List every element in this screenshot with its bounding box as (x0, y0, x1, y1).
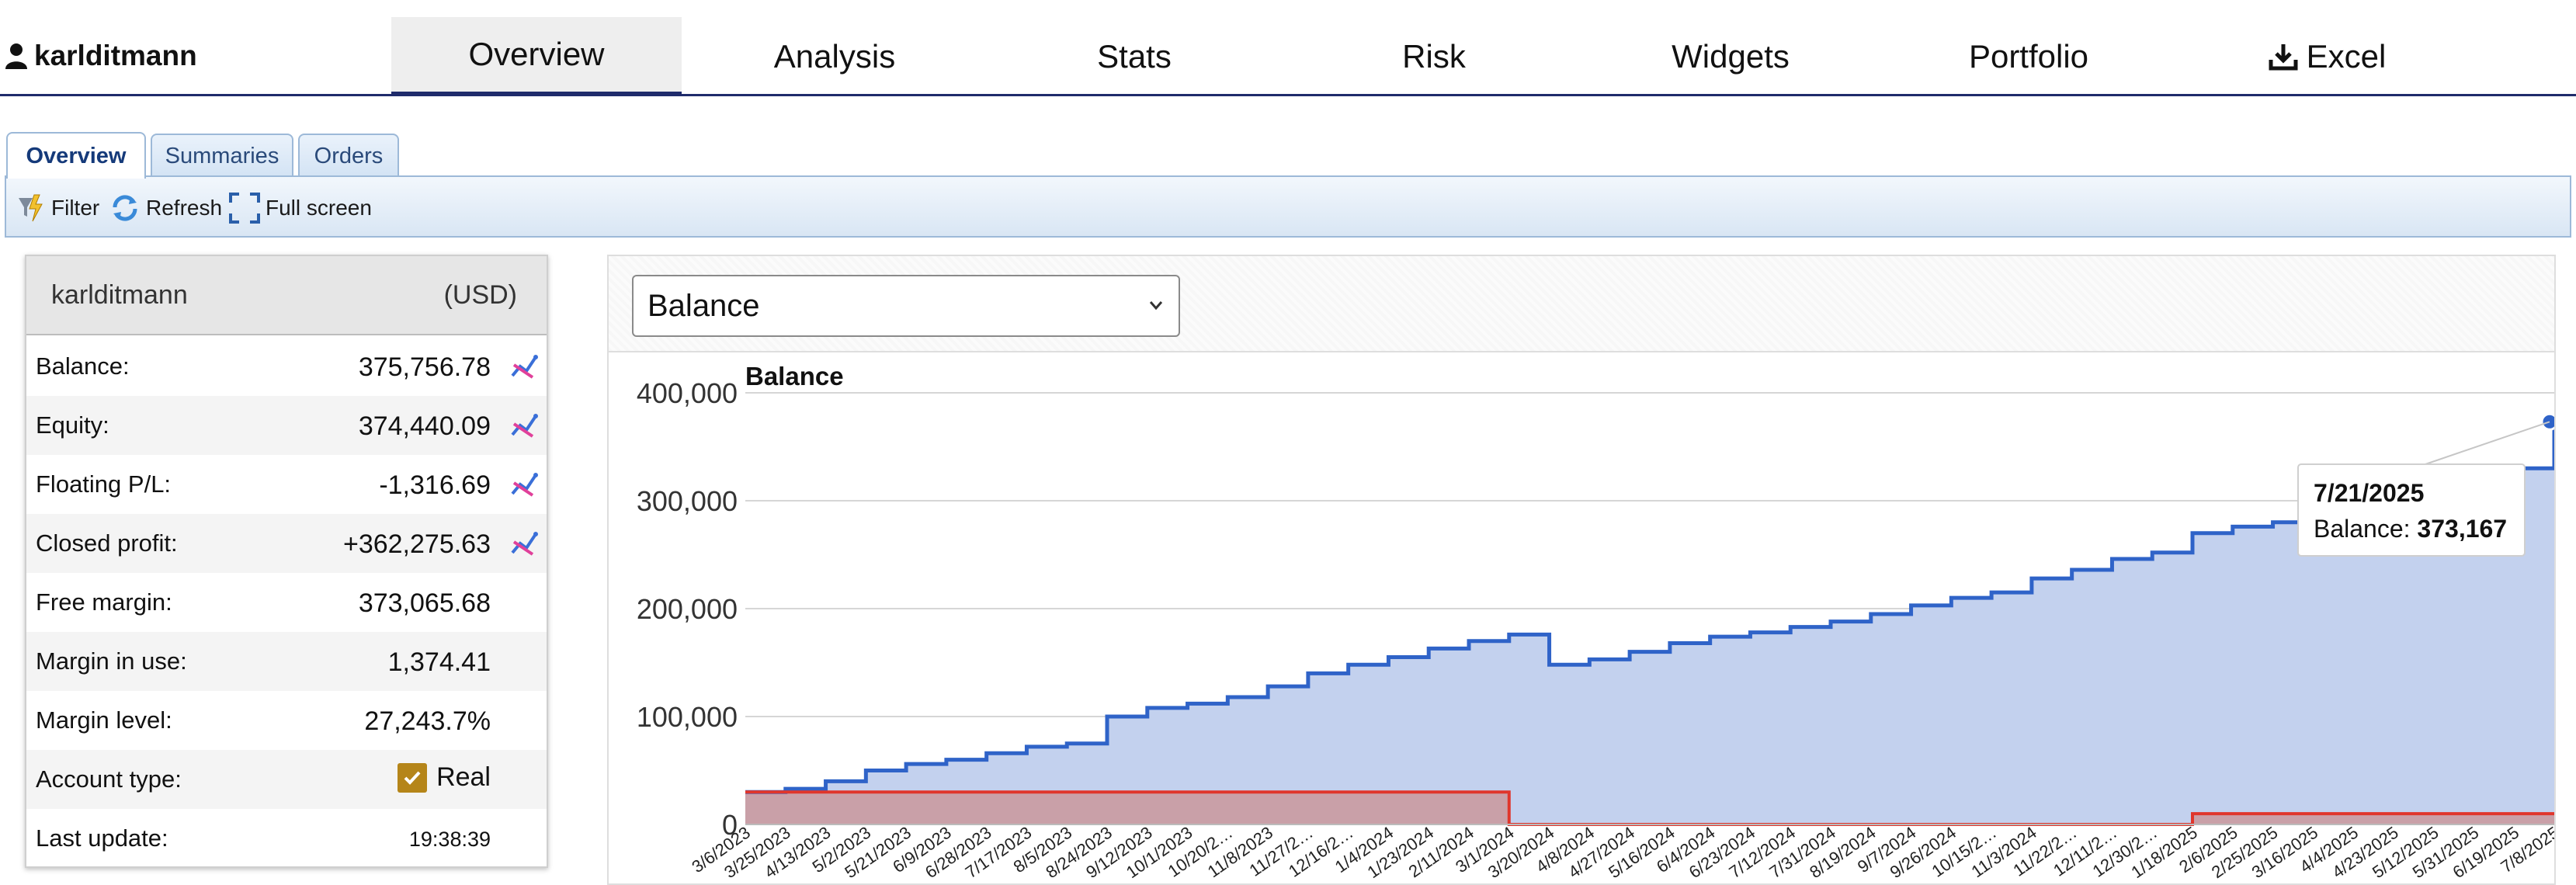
account-row-label: Last update: (36, 824, 168, 852)
tab-label: Overview (468, 36, 605, 72)
toolbar (5, 175, 2571, 238)
chart-panel: Balance 400,000 300,000 200,000 100,000 0 Bal… (607, 255, 2556, 885)
refresh-label: Refresh (146, 196, 223, 220)
checkmark-icon (398, 762, 428, 793)
chart-title: Balance (745, 362, 844, 390)
chart-trend-icon[interactable] (509, 410, 539, 439)
user-icon (5, 43, 27, 69)
account-row-label: Free margin: (36, 588, 172, 616)
account-row: Last update: 19:38:39 (26, 809, 547, 868)
account-row-value: Real (436, 762, 491, 792)
account-row: Free margin: 373,065.68 (26, 573, 547, 632)
tooltip-box (2297, 463, 2526, 557)
account-header: karlditmann (USD) (26, 256, 547, 335)
fullscreen-button[interactable]: Full screen (228, 191, 372, 225)
account-row-label: Account type: (36, 765, 182, 793)
y-tick-label: 100,000 (637, 701, 738, 733)
account-row: Margin in use: 1,374.41 (26, 632, 547, 691)
account-row-value: 1,374.41 (387, 647, 491, 677)
download-icon (2269, 44, 2298, 71)
chart-trend-icon[interactable] (509, 351, 539, 380)
tab-label: Widgets (1672, 38, 1790, 75)
account-row: Account type: Real (26, 750, 547, 809)
account-currency: (USD) (443, 279, 517, 310)
subtab-label: Overview (26, 143, 127, 168)
chart-trend-icon[interactable] (509, 469, 539, 498)
tooltip-date: 7/21/2025 (2314, 479, 2424, 507)
y-tick-label: 400,000 (637, 377, 738, 409)
subtab-label: Summaries (165, 143, 279, 168)
account-row-label: Balance: (36, 352, 130, 380)
balance-chart: 400,000300,000200,000100,0000Balance3/6/… (637, 362, 2554, 882)
account-row-value: 19:38:39 (408, 828, 491, 851)
refresh-icon (113, 195, 137, 221)
account-row-label: Closed profit: (36, 529, 178, 557)
filter-label: Filter (51, 196, 100, 220)
tab-label: Analysis (773, 38, 896, 75)
account-row: Margin level: 27,243.7% (26, 691, 547, 750)
filter-button[interactable]: Filter (14, 191, 99, 225)
tab-stats[interactable]: Stats (1012, 17, 1256, 96)
subtab-label: Orders (314, 143, 384, 168)
subtab-overview[interactable]: Overview (6, 132, 146, 179)
chart-trend-icon[interactable] (509, 528, 539, 557)
subtab-orders[interactable]: Orders (298, 134, 399, 177)
account-row: Balance: 375,756.78 (26, 337, 547, 396)
tab-label: Risk (1402, 38, 1466, 75)
account-row: Equity: 374,440.09 (26, 396, 547, 455)
top-nav: karlditmann Overview Analysis Stats Risk… (0, 0, 2576, 96)
tooltip-pointer (2425, 421, 2550, 465)
chart-controls: Balance (609, 256, 2554, 352)
account-name: karlditmann (51, 279, 188, 310)
tab-widgets[interactable]: Widgets (1609, 17, 1852, 96)
y-tick-label: 300,000 (637, 485, 738, 517)
tab-excel[interactable]: Excel (2205, 17, 2449, 96)
account-row-label: Margin level: (36, 706, 172, 734)
y-tick-label: 200,000 (637, 593, 738, 625)
tab-analysis[interactable]: Analysis (713, 17, 956, 96)
tab-label: Stats (1097, 38, 1172, 75)
tab-risk[interactable]: Risk (1312, 17, 1556, 96)
metric-select-value: Balance (647, 288, 760, 323)
username: karlditmann (34, 40, 197, 71)
fullscreen-icon (229, 193, 260, 224)
account-row-label: Margin in use: (36, 647, 187, 675)
tab-portfolio[interactable]: Portfolio (1907, 17, 2151, 96)
refresh-button[interactable]: Refresh (109, 191, 222, 225)
account-row: Floating P/L: -1,316.69 (26, 455, 547, 514)
tab-label: Excel (2306, 38, 2387, 75)
account-row-value: 373,065.68 (358, 588, 491, 618)
tab-label: Portfolio (1968, 38, 2089, 75)
account-type-checkbox[interactable]: Real (398, 762, 491, 793)
account-row: Closed profit: +362,275.63 (26, 514, 547, 573)
account-row-label: Floating P/L: (36, 470, 172, 498)
user-label: karlditmann (5, 37, 197, 75)
account-row-value: 27,243.7% (364, 706, 491, 736)
account-row-value: -1,316.69 (379, 470, 491, 500)
account-row-value: 375,756.78 (358, 352, 491, 382)
account-row-label: Equity: (36, 411, 109, 439)
balance-line (745, 422, 2554, 794)
metric-select[interactable]: Balance (632, 275, 1180, 337)
fullscreen-label: Full screen (266, 196, 372, 220)
chevron-down-icon (1149, 301, 1163, 311)
account-panel: karlditmann (USD) Balance: 375,756.78 Equi… (25, 255, 548, 868)
account-row-value: 374,440.09 (358, 411, 491, 441)
y-tick-label: 0 (722, 809, 738, 841)
red-series-area (745, 792, 2554, 824)
tooltip-value: Balance: 373,167 (2314, 515, 2507, 543)
balance-area (745, 422, 2554, 824)
account-row-value: +362,275.63 (342, 529, 491, 559)
filter-icon (19, 194, 43, 222)
tab-overview[interactable]: Overview (391, 17, 682, 96)
subtab-summaries[interactable]: Summaries (151, 134, 293, 177)
